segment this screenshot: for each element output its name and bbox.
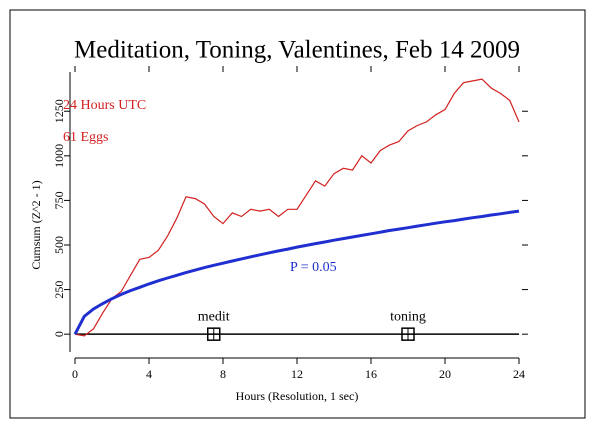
- y-tick-label: 1000: [52, 144, 66, 168]
- series-line: [73, 209, 520, 335]
- x-tick-label: 16: [365, 367, 377, 381]
- x-tick-label: 8: [220, 367, 226, 381]
- chart-title: Meditation, Toning, Valentines, Feb 14 2…: [74, 37, 520, 64]
- frame: [9, 9, 586, 419]
- x-tick-label: 20: [439, 367, 451, 381]
- y-tick-label: 1250: [52, 99, 66, 123]
- y-tick-label: 250: [52, 281, 66, 299]
- event-label: toning: [390, 309, 426, 324]
- x-tick-label: 12: [291, 367, 303, 381]
- y-tick-label: 750: [52, 191, 66, 209]
- x-tick-label: 4: [146, 367, 152, 381]
- x-tick-label: 0: [72, 367, 78, 381]
- y-axis-label: Cumsum (Z^2 - 1): [29, 180, 43, 269]
- event-label: medit: [198, 309, 230, 324]
- y-tick-label: 500: [52, 236, 66, 254]
- annotation: P = 0.05: [290, 260, 337, 275]
- annotation: 24 Hours UTC: [63, 98, 146, 113]
- series-line: [74, 78, 520, 337]
- y-tick-label: 0: [52, 331, 66, 337]
- x-axis-label: Hours (Resolution, 1 sec): [236, 389, 359, 403]
- annotation: 61 Eggs: [63, 130, 109, 145]
- x-tick-label: 24: [513, 367, 525, 381]
